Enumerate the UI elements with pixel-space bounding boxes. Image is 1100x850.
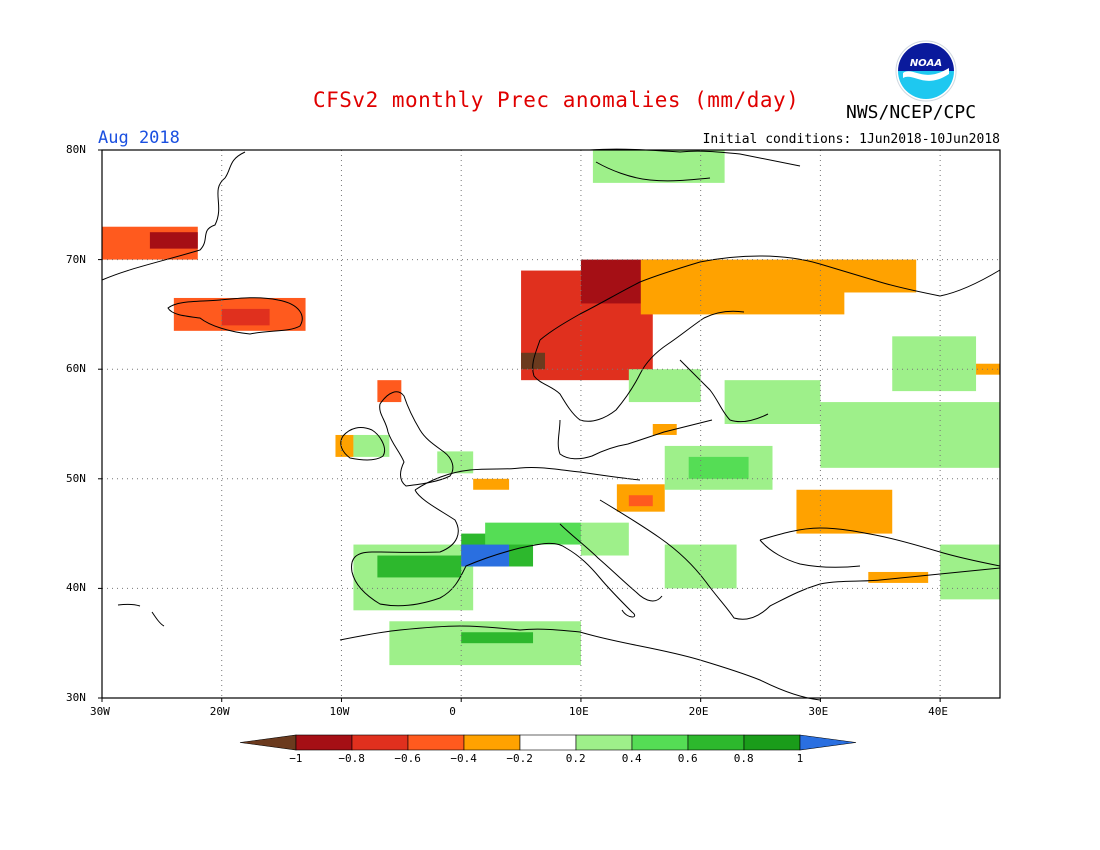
wet-region-11 [724,380,821,424]
wet-region-18 [892,336,977,392]
dry-region-15 [868,571,929,583]
dry-region-4 [521,270,653,381]
colorbar-swatch [295,734,353,751]
lat-tick-label: 70N [66,252,86,266]
dry-region-17 [377,380,402,403]
wet-region-12 [820,402,1000,468]
wet-region-7 [389,621,581,666]
colorbar-label: −1 [289,752,303,765]
axis-ticks [98,149,941,702]
colorbar-label: −0.2 [506,752,533,765]
dry-region-14 [796,489,893,534]
colorbar-label: −0.4 [450,752,477,765]
graticule [102,150,1000,698]
lon-tick-label: 30E [808,705,829,718]
lat-tick-label: 30N [66,691,86,704]
wet-region-16 [353,434,390,457]
noaa-logo-text: NOAA [910,58,942,69]
dry-region-9 [335,434,354,457]
lon-tick-label: 20W [209,705,230,718]
noaa-logo: NOAA [895,40,957,102]
dry-region-7 [640,259,845,315]
wet-region-10 [688,456,749,479]
lon-tick-label: 10W [329,705,350,718]
colorbar-label: −0.8 [338,752,365,765]
colorbar-swatch [351,734,409,751]
colorbar-arrow-left [239,734,297,751]
colorbar-label: 0.8 [733,752,754,765]
wet-region-15 [940,544,1000,600]
wet-region-8 [461,632,534,644]
forecast-month: Aug 2018 [98,128,180,148]
initial-conditions: Initial conditions: 1Jun2018-10Jun2018 [702,132,1000,147]
chart-title: CFSv2 monthly Prec anomalies (mm/day) [313,88,800,112]
colorbar-swatch [631,734,689,751]
wet-region-6 [664,544,737,589]
lon-tick-label: 30W [90,705,110,718]
map-frame [101,149,1001,699]
lon-tick-label: 40E [928,705,948,718]
coastlines [101,148,1001,701]
colorbar-swatch [519,734,577,751]
wet-region-4 [485,522,581,545]
wet-region-9 [664,445,773,490]
lat-tick-label: 40N [66,581,86,595]
dry-region-5 [580,259,701,304]
dry-region-13 [628,495,653,507]
lon-tick-label: 20E [688,705,709,718]
lon-tick-label: 0 [449,705,456,718]
dry-region-12 [616,484,665,512]
wet-region-3 [461,544,510,567]
dry-region-11 [652,424,677,435]
anomaly-fill-layer [102,150,1000,666]
wet-region-2 [461,533,534,567]
colorbar-arrow-right [799,734,857,751]
wet-region-1 [377,555,462,578]
colorbar-swatch [743,734,801,751]
colorbar-swatch [575,734,633,751]
lon-tick-label: 10E [568,705,589,718]
dry-region-1 [149,232,198,249]
wet-region-5 [580,522,629,556]
dry-region-16 [964,363,1000,375]
lat-tick-label: 80N [66,143,86,156]
lat-tick-label: 60N [66,362,86,376]
dry-region-6 [521,352,546,370]
dry-region-10 [473,478,510,490]
colorbar-swatch [407,734,465,751]
wet-region-0 [353,544,474,611]
wet-region-17 [437,451,474,474]
wet-region-13 [628,369,701,403]
dry-region-0 [102,226,198,260]
lat-tick-label: 50N [66,471,86,485]
colorbar-label: 0.2 [565,752,586,765]
agency-label: NWS/NCEP/CPC [846,102,977,123]
wet-region-14 [592,150,725,183]
colorbar-label: 1 [796,752,804,765]
colorbar-swatch [463,734,521,751]
dry-region-2 [173,297,306,331]
colorbar-label: 0.6 [677,752,698,765]
colorbar-label: 0.4 [621,752,642,765]
dry-region-8 [784,259,917,293]
colorbar-swatch [687,734,745,751]
colorbar-label: −0.6 [394,752,421,765]
dry-region-3 [221,308,270,326]
